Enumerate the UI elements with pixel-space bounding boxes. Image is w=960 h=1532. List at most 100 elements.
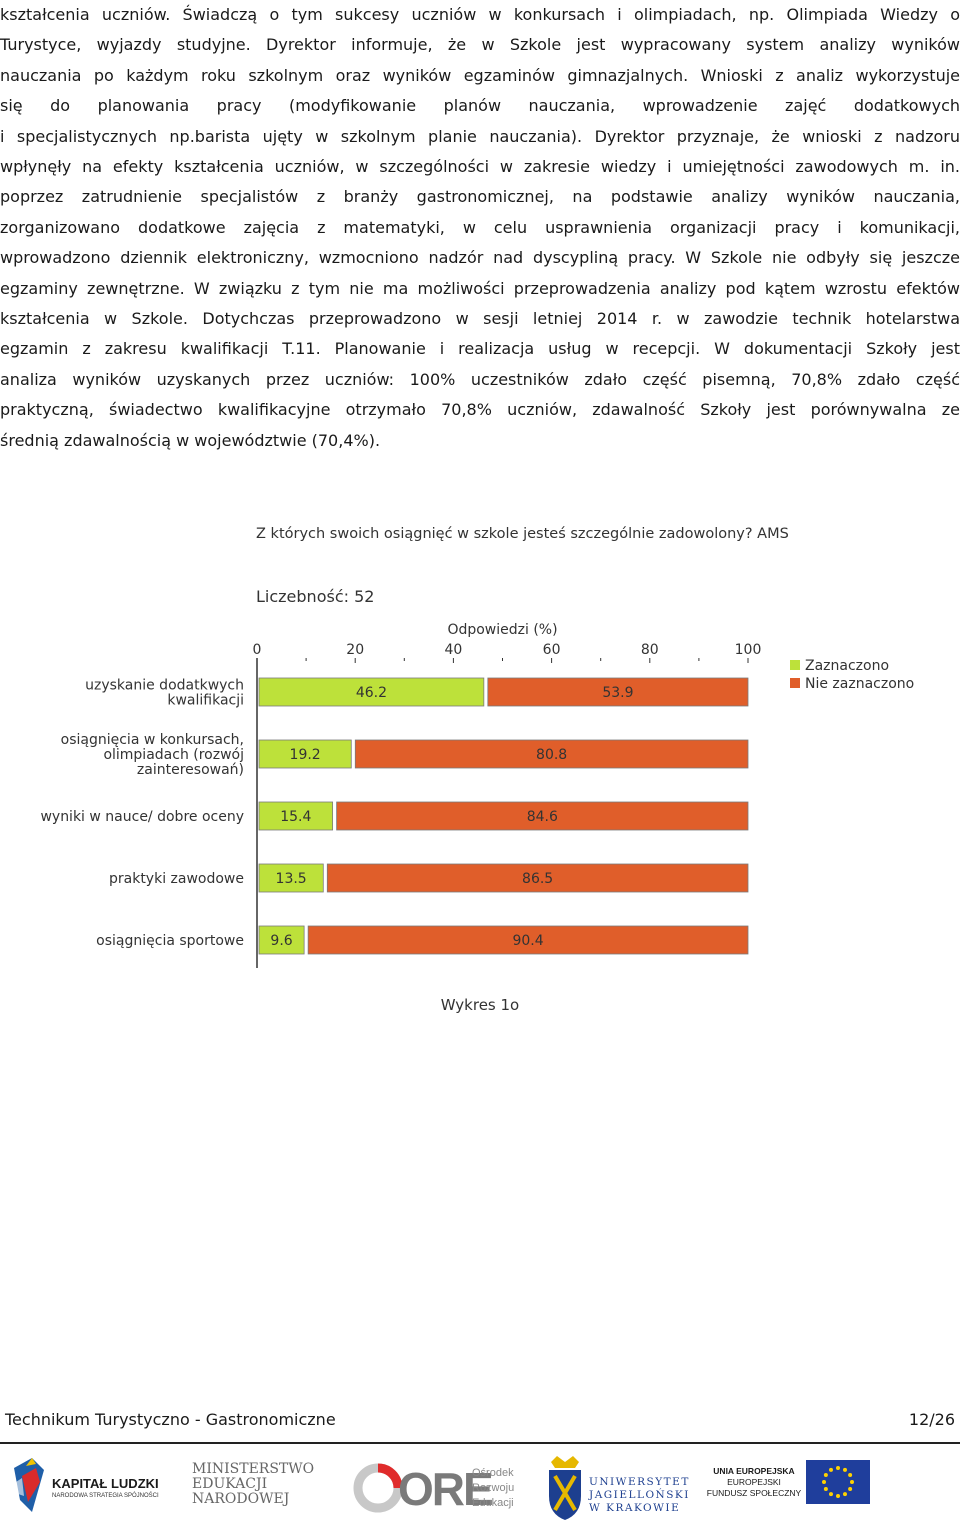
eu-star-icon <box>836 1466 840 1470</box>
chart-bar-value-label: 84.6 <box>527 809 558 825</box>
chart-legend-swatch <box>790 678 800 688</box>
kapital-ludzki-emblem-icon <box>14 1458 44 1512</box>
eu-star-icon <box>829 1467 833 1472</box>
chart-bar-value-label: 86.5 <box>522 871 553 887</box>
chart-bar-not-selected <box>336 801 749 831</box>
men-logo: MINISTERSTWO EDUKACJI NARODOWEJ <box>188 1452 318 1524</box>
eu-star-icon <box>823 1487 828 1491</box>
men-line-2: EDUKACJI <box>192 1476 268 1492</box>
paragraph-line: kształcenia uczniów. Świadczą o tym sukc… <box>0 5 960 24</box>
chart-category-label: praktyki zawodowe <box>109 871 244 887</box>
paragraph-line: nauczania po każdym roku szkolnym oraz w… <box>0 65 960 85</box>
kapital-ludzki-logo: KAPITAŁ LUDZKI NARODOWA STRATEGIA SPÓJNO… <box>10 1452 180 1524</box>
chart-bar-value-label: 90.4 <box>512 933 543 949</box>
chart-bar-value-label: 53.9 <box>602 685 633 701</box>
men-line-3: NARODOWEJ <box>192 1491 290 1507</box>
chart-bar-value-label: 46.2 <box>356 685 387 701</box>
uj-line-3: W KRAKOWIE <box>589 1502 681 1514</box>
eu-star-icon <box>848 1487 853 1491</box>
paragraph-line: wprowadzono dziennik elektroniczny, wzmo… <box>0 248 960 268</box>
ore-line-2: Rozwoju <box>472 1482 515 1494</box>
chart-bar-value-label: 15.4 <box>280 809 311 825</box>
eu-star-icon <box>829 1492 833 1497</box>
kapital-ludzki-subtitle: NARODOWA STRATEGIA SPÓJNOŚCI <box>52 1493 159 1499</box>
paragraph-line: Turystyce, wyjazdy studyjne. Dyrektor in… <box>0 35 960 55</box>
uj-line-2: JAGIELLOŃSKI <box>589 1489 690 1501</box>
chart-x-tick-label: 0 <box>253 642 262 658</box>
uj-logo: UNIWERSYTET JAGIELLOŃSKI W KRAKOWIE <box>545 1452 695 1524</box>
chart-legend-label: Nie zaznaczono <box>805 676 914 692</box>
chart-legend-label: Zaznaczono <box>805 658 889 674</box>
chart-category-label: osiągnięcia w konkursach, <box>61 732 244 748</box>
paragraph-line: i specjalistycznych np.barista ujęty w s… <box>0 126 960 146</box>
paragraph-line: praktyczną, świadectwo kwalifikacyjne ot… <box>0 400 960 420</box>
eu-star-icon <box>822 1480 826 1484</box>
ore-mark: ORE <box>398 1463 494 1515</box>
chart-x-axis-label: Odpowiedzi (%) <box>447 622 557 638</box>
chart-x-tick-label: 60 <box>543 642 561 658</box>
paragraph-line: kształcenia w Szkole. Dotychczas przepro… <box>0 309 960 329</box>
eu-line-1: UNIA EUROPEJSKA <box>713 1466 795 1476</box>
footer-page-number: 12/26 <box>908 1410 955 1429</box>
paragraph-line: analiza wyników uzyskanych przez uczniów… <box>0 369 960 389</box>
page-footer: Technikum Turystyczno - Gastronomiczne 1… <box>0 1410 960 1434</box>
chart-legend-swatch <box>790 660 800 670</box>
chart-bar-selected <box>258 677 485 707</box>
paragraph-line: zorganizowano dodatkowe zajęcia z matema… <box>0 217 960 237</box>
uj-crest-icon <box>549 1456 581 1520</box>
chart-category-label: wyniki w nauce/ dobre oceny <box>40 809 244 825</box>
paragraph-line: się do planowania pracy (modyfikowanie p… <box>0 96 960 116</box>
paragraph-line: wpłynęły na efekty kształcenia uczniów, … <box>0 157 960 177</box>
eu-star-icon <box>823 1473 828 1477</box>
eu-logo: UNIA EUROPEJSKA EUROPEJSKI FUNDUSZ SPOŁE… <box>706 1452 876 1524</box>
paragraph-line: egzamin z zakresu kwalifikacji T.11. Pla… <box>0 339 960 359</box>
ore-line-1: Ośrodek <box>472 1467 514 1479</box>
chart-caption: Wykres 1o <box>440 996 520 1014</box>
chart-bar-value-label: 13.5 <box>276 871 307 887</box>
chart-bar-value-label: 19.2 <box>290 747 321 763</box>
chart-category-label: uzyskanie dodatkwych <box>85 678 244 694</box>
uj-line-1: UNIWERSYTET <box>589 1476 690 1488</box>
chart-bar-not-selected <box>326 863 749 893</box>
eu-star-icon <box>850 1480 854 1484</box>
eu-star-icon <box>843 1492 847 1497</box>
eu-line-2: EUROPEJSKI <box>727 1477 781 1487</box>
ore-logo: ORE Ośrodek Rozwoju Edukacji <box>350 1452 530 1524</box>
chart-title: Z których swoich osiągnięć w szkole jest… <box>256 526 789 542</box>
survey-bar-chart: Z których swoich osiągnięć w szkole jest… <box>40 526 914 968</box>
chart-category-label: olimpiadach (rozwój <box>103 747 244 763</box>
chart-bar-not-selected <box>487 677 749 707</box>
men-line-1: MINISTERSTWO <box>192 1461 315 1477</box>
chart-category-label: osiągnięcia sportowe <box>96 933 244 949</box>
chart-x-tick-label: 80 <box>641 642 659 658</box>
chart-bar-not-selected <box>307 925 749 955</box>
chart-subtitle: Liczebność: 52 <box>256 587 374 606</box>
chart-bar-selected <box>258 863 324 893</box>
ore-line-3: Edukacji <box>472 1497 514 1509</box>
chart-bar-value-label: 80.8 <box>536 747 567 763</box>
eu-star-icon <box>836 1494 840 1498</box>
footer-school-name: Technikum Turystyczno - Gastronomiczne <box>5 1410 336 1429</box>
chart-x-tick-label: 40 <box>444 642 462 658</box>
footer-divider <box>0 1442 960 1444</box>
chart-bar-value-label: 9.6 <box>270 933 292 949</box>
chart-bar-not-selected <box>354 739 749 769</box>
chart-bar-selected <box>258 801 334 831</box>
chart-x-tick-label: 100 <box>735 642 762 658</box>
paragraph-line: poprzez zatrudnienie specjalistów z bran… <box>0 187 960 207</box>
report-paragraph: kształcenia uczniów. Świadczą o tym sukc… <box>0 0 960 456</box>
chart-bar-selected <box>258 739 352 769</box>
chart-x-tick-label: 20 <box>346 642 364 658</box>
eu-star-icon <box>843 1467 847 1472</box>
chart-category-label: kwalifikacji <box>167 693 244 709</box>
funding-logos: KAPITAŁ LUDZKI NARODOWA STRATEGIA SPÓJNO… <box>0 1452 960 1524</box>
eu-flag-icon <box>806 1460 870 1504</box>
chart-bar-selected <box>258 925 305 955</box>
paragraph-line: egzaminy zewnętrzne. W związku z tym nie… <box>0 278 960 298</box>
eu-star-icon <box>848 1473 853 1477</box>
ore-circle-icon <box>353 1463 403 1513</box>
paragraph-line: średnią zdawalnością w województwie (70,… <box>0 430 381 450</box>
eu-line-3: FUNDUSZ SPOŁECZNY <box>706 1488 802 1498</box>
kapital-ludzki-title: KAPITAŁ LUDZKI <box>52 1476 159 1491</box>
chart-category-label: zainteresowań) <box>137 762 244 778</box>
